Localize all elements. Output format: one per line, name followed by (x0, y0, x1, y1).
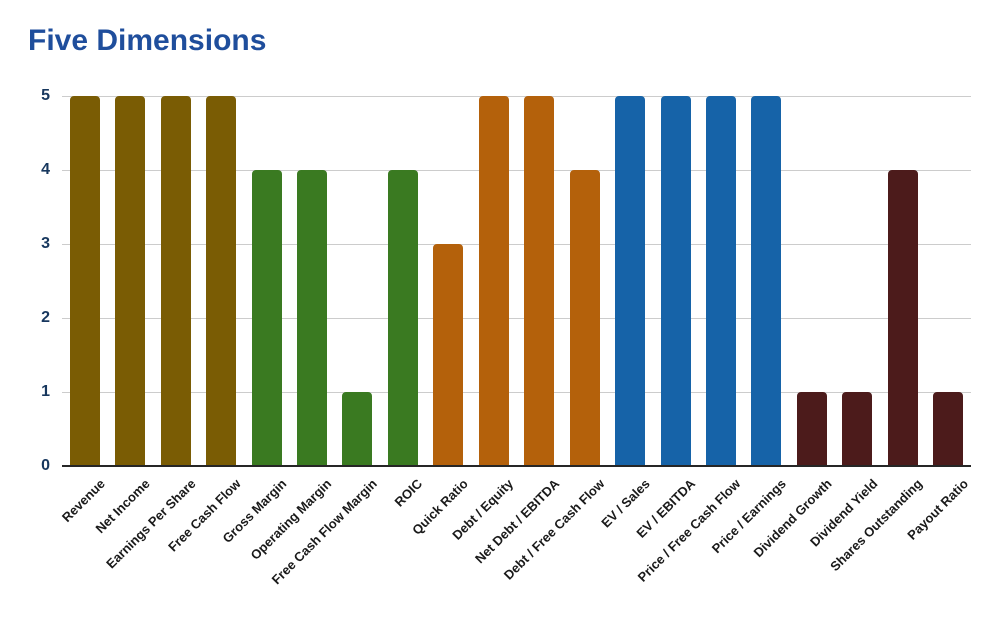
bar (342, 392, 373, 466)
y-axis-tick-label: 0 (41, 457, 50, 474)
x-axis-category-label: Operating Margin (247, 476, 335, 563)
bar (660, 96, 691, 466)
bar (933, 392, 964, 466)
bar (569, 170, 600, 466)
y-axis-tick-label: 1 (41, 383, 50, 400)
bar (296, 170, 327, 466)
x-axis-category-label: Dividend Growth (750, 476, 835, 561)
x-axis-category-label: Net Debt / EBITDA (471, 476, 562, 567)
bar (115, 96, 146, 466)
gridline (62, 170, 971, 171)
bar (524, 96, 555, 466)
plot-area: 0 1 2 3 4 5 Revenue Net Income Earnings Per Shar… (41, 87, 971, 587)
y-axis-tick-label: 2 (41, 309, 50, 326)
chart-title: Five Dimensions (28, 24, 267, 57)
bar (887, 170, 918, 466)
gridline (62, 96, 971, 97)
bar (69, 96, 100, 466)
bar (615, 96, 646, 466)
bar (206, 96, 237, 466)
gridline (62, 392, 971, 393)
bar (842, 392, 873, 466)
bar (387, 170, 418, 466)
y-axis-tick-label: 5 (41, 87, 50, 104)
bar (706, 96, 737, 466)
x-axis-category-label: ROIC (391, 476, 426, 510)
bar (433, 244, 464, 466)
gridline (62, 244, 971, 245)
bar (251, 170, 282, 466)
bar (751, 96, 782, 466)
x-axis-line (62, 465, 971, 467)
gridline (62, 318, 971, 319)
bar (478, 96, 509, 466)
y-axis-tick-label: 3 (41, 235, 50, 252)
y-axis-tick-label: 4 (41, 161, 50, 178)
bar (796, 392, 827, 466)
bar (160, 96, 191, 466)
